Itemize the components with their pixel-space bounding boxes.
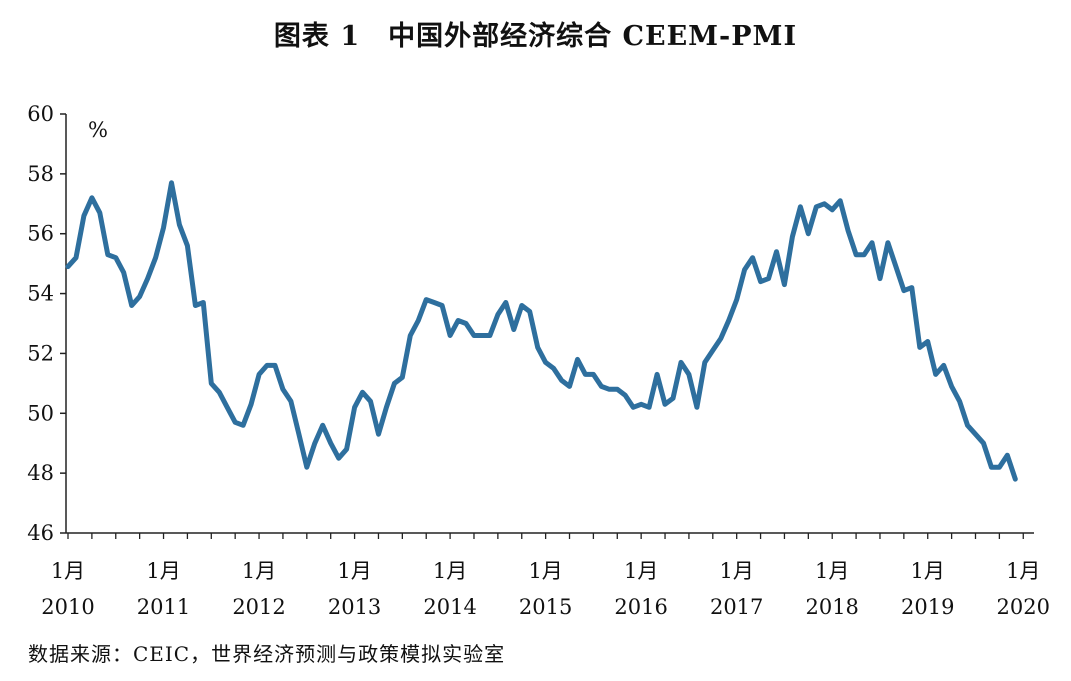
x-tick-year: 2015 bbox=[519, 595, 572, 619]
x-tick-month: 1月 bbox=[146, 559, 180, 583]
x-tick-month: 1月 bbox=[815, 559, 849, 583]
x-tick-year: 2013 bbox=[328, 595, 381, 619]
x-tick-month: 1月 bbox=[528, 559, 562, 583]
x-tick-month: 1月 bbox=[911, 559, 945, 583]
y-tick-label: 58 bbox=[27, 162, 54, 186]
x-tick-month: 1月 bbox=[433, 559, 467, 583]
axes bbox=[65, 114, 1034, 534]
x-tick-month: 1月 bbox=[242, 559, 276, 583]
source-note: 数据来源：CEIC，世界经济预测与政策模拟实验室 bbox=[28, 642, 506, 666]
y-tick-label: 54 bbox=[27, 282, 54, 306]
x-tick-year: 2020 bbox=[997, 595, 1050, 619]
y-tick-label: 52 bbox=[27, 341, 54, 365]
x-tick-year: 2017 bbox=[710, 595, 763, 619]
y-tick-label: 46 bbox=[27, 521, 54, 545]
x-tick-month: 1月 bbox=[1006, 559, 1040, 583]
x-tick-year: 2018 bbox=[805, 595, 858, 619]
y-tick-label: 48 bbox=[27, 461, 54, 485]
y-axis-unit-label: % bbox=[88, 118, 108, 142]
x-tick-month: 1月 bbox=[624, 559, 658, 583]
chart-title: 图表 1 中国外部经济综合 CEEM-PMI bbox=[273, 21, 798, 52]
x-tick-year: 2014 bbox=[423, 595, 476, 619]
x-tick-year: 2010 bbox=[41, 595, 94, 619]
series-line bbox=[65, 180, 1018, 482]
y-tick-label: 60 bbox=[27, 102, 54, 126]
x-tick-year: 2019 bbox=[901, 595, 954, 619]
line-chart: 60 58 56 54 52 50 48 46 1月 2010 1月 2011 1月 2012 1月 201… bbox=[27, 102, 1050, 619]
x-tick-month: 1月 bbox=[337, 559, 371, 583]
x-tick-year: 2012 bbox=[232, 595, 285, 619]
y-tick-labels: 60 58 56 54 52 50 48 46 bbox=[27, 102, 66, 545]
y-tick-label: 50 bbox=[27, 401, 54, 425]
x-tick-year: 2011 bbox=[137, 595, 190, 619]
x-tick-month: 1月 bbox=[51, 559, 85, 583]
x-tick-month: 1月 bbox=[719, 559, 753, 583]
x-tick-year: 2016 bbox=[614, 595, 667, 619]
x-tick-labels: 1月 2010 1月 2011 1月 2012 1月 2013 1月 2014 1月 2015 1月 20… bbox=[41, 533, 1050, 619]
y-tick-label: 56 bbox=[27, 222, 54, 246]
